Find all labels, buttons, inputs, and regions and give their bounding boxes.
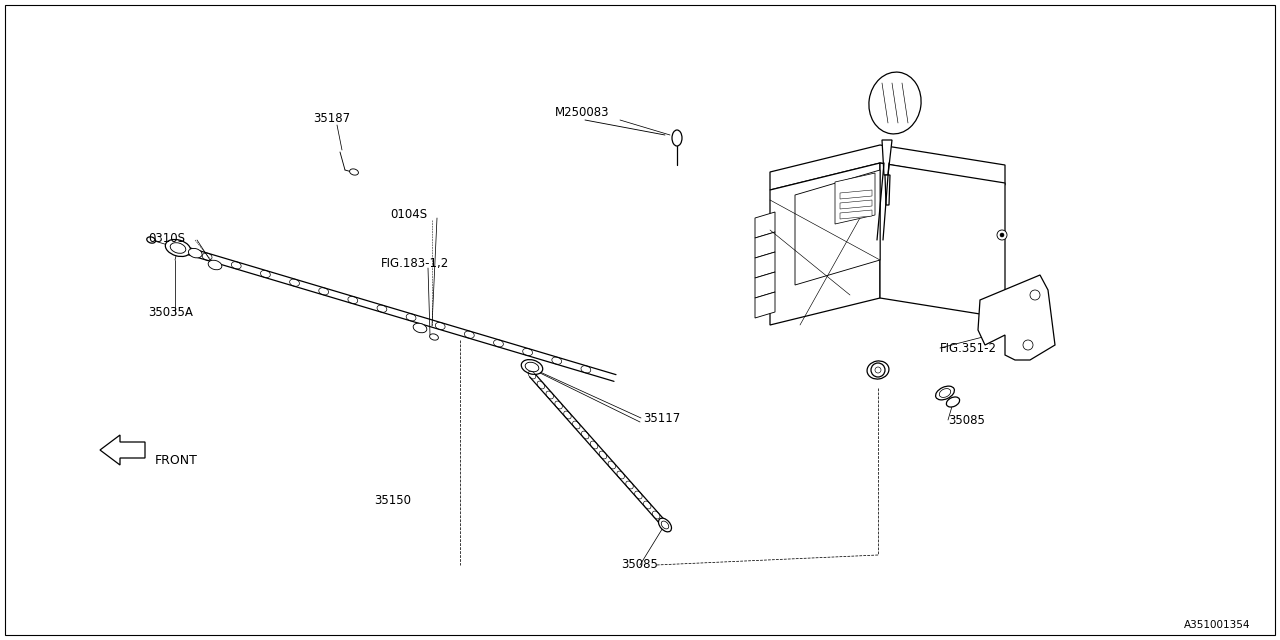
Ellipse shape bbox=[349, 169, 358, 175]
Polygon shape bbox=[882, 140, 892, 175]
Polygon shape bbox=[840, 200, 872, 209]
Ellipse shape bbox=[188, 248, 202, 258]
Ellipse shape bbox=[165, 239, 191, 257]
Circle shape bbox=[997, 230, 1007, 240]
Polygon shape bbox=[840, 190, 872, 199]
Ellipse shape bbox=[658, 518, 672, 532]
Ellipse shape bbox=[430, 334, 438, 340]
Text: 35085: 35085 bbox=[948, 413, 984, 426]
Polygon shape bbox=[755, 272, 774, 298]
Polygon shape bbox=[755, 232, 774, 258]
Ellipse shape bbox=[521, 360, 543, 374]
Polygon shape bbox=[840, 210, 872, 219]
Polygon shape bbox=[881, 163, 1005, 318]
Ellipse shape bbox=[946, 397, 960, 407]
Ellipse shape bbox=[209, 260, 221, 269]
Polygon shape bbox=[755, 292, 774, 318]
Text: 35085: 35085 bbox=[622, 559, 658, 572]
Polygon shape bbox=[100, 435, 145, 465]
Ellipse shape bbox=[936, 386, 955, 400]
Text: 35187: 35187 bbox=[314, 111, 351, 125]
Polygon shape bbox=[884, 175, 890, 205]
Ellipse shape bbox=[147, 237, 156, 243]
Text: FIG.351-2: FIG.351-2 bbox=[940, 342, 997, 355]
Text: 35117: 35117 bbox=[643, 412, 680, 424]
Polygon shape bbox=[771, 145, 1005, 190]
Polygon shape bbox=[795, 170, 881, 285]
Circle shape bbox=[870, 363, 884, 377]
Ellipse shape bbox=[869, 72, 922, 134]
Polygon shape bbox=[755, 252, 774, 278]
Ellipse shape bbox=[867, 361, 888, 379]
Text: M250083: M250083 bbox=[556, 106, 609, 120]
Polygon shape bbox=[835, 173, 876, 224]
Polygon shape bbox=[771, 163, 881, 325]
Text: 0104S: 0104S bbox=[390, 209, 428, 221]
Text: FIG.183-1,2: FIG.183-1,2 bbox=[381, 257, 449, 271]
Circle shape bbox=[1030, 290, 1039, 300]
Text: 35035A: 35035A bbox=[148, 305, 193, 319]
Text: 35150: 35150 bbox=[375, 493, 411, 506]
Text: 0310S: 0310S bbox=[148, 232, 186, 244]
Polygon shape bbox=[978, 275, 1055, 360]
Text: FRONT: FRONT bbox=[155, 454, 198, 467]
Ellipse shape bbox=[413, 323, 426, 333]
Circle shape bbox=[876, 367, 881, 373]
Polygon shape bbox=[755, 212, 774, 238]
Circle shape bbox=[1023, 340, 1033, 350]
Ellipse shape bbox=[672, 130, 682, 146]
Text: A351001354: A351001354 bbox=[1184, 620, 1251, 630]
Circle shape bbox=[1000, 233, 1004, 237]
